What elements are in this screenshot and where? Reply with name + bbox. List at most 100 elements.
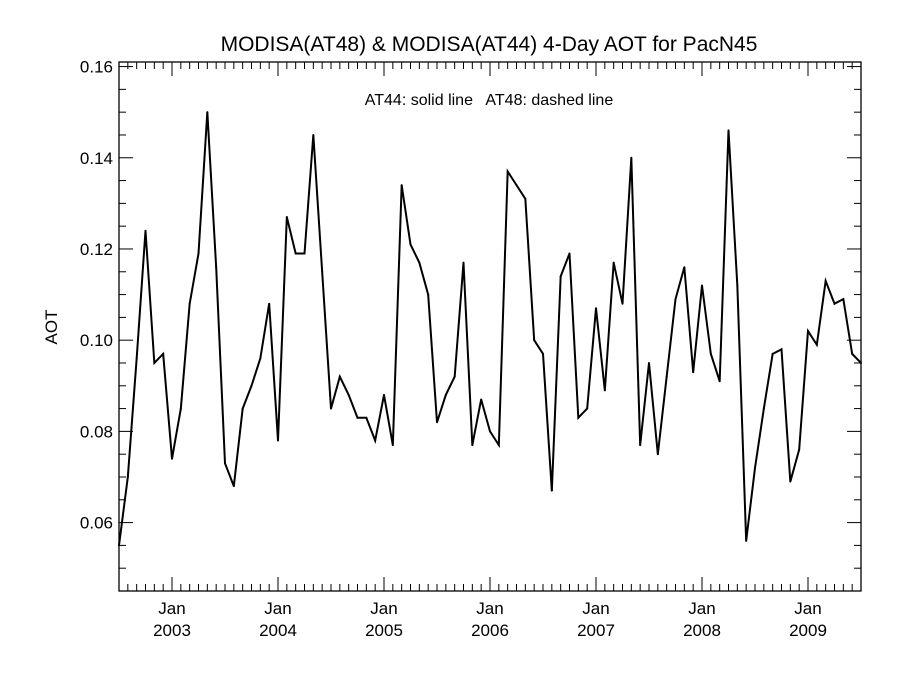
aot-data-point	[232, 485, 235, 488]
y-tick-label: 0.06	[80, 514, 113, 533]
aot-data-point	[277, 439, 279, 442]
aot-data-point	[559, 275, 562, 278]
y-tick-label: 0.14	[80, 149, 113, 168]
aot-data-point	[215, 266, 218, 269]
aot-data-point	[171, 457, 173, 460]
aot-data-point	[648, 361, 650, 364]
aot-data-point	[330, 407, 332, 410]
aot-data-point	[621, 302, 624, 305]
aot-data-point	[162, 352, 165, 355]
aot-data-point	[603, 389, 606, 392]
aot-data-point	[612, 261, 615, 264]
aot-data-point	[197, 252, 200, 255]
aot-data-point	[515, 184, 518, 187]
aot-data-point	[471, 444, 474, 447]
x-tick-month-label: Jan	[370, 599, 397, 618]
aot-data-point	[630, 156, 633, 159]
aot-data-point	[824, 279, 827, 282]
aot-data-point	[365, 416, 368, 419]
aot-data-point	[815, 343, 818, 346]
aot-data-point	[312, 133, 315, 136]
aot-data-point	[524, 197, 527, 200]
aot-data-point	[683, 266, 686, 269]
aot-data-point	[639, 444, 642, 447]
aot-data-point	[586, 407, 589, 410]
aot-data-point	[754, 466, 756, 469]
aot-data-point	[489, 430, 491, 433]
aot-data-point	[533, 339, 536, 342]
x-tick-year-label: 2008	[683, 621, 721, 640]
aot-data-point	[550, 489, 553, 492]
aot-data-point	[736, 284, 739, 287]
aot-data-point	[762, 407, 765, 410]
x-tick-year-label: 2003	[153, 621, 191, 640]
x-tick-month-label: Jan	[158, 599, 185, 618]
x-tick-year-label: 2004	[259, 621, 297, 640]
y-tick-label: 0.16	[80, 58, 113, 77]
aot-data-point	[285, 216, 288, 219]
aot-data-point	[268, 302, 271, 305]
aot-data-point	[665, 375, 668, 378]
aot-data-point	[153, 361, 156, 364]
series-group	[118, 111, 862, 547]
aot-data-point	[568, 252, 571, 255]
aot-data-point	[807, 330, 809, 333]
aot-data-point	[453, 375, 456, 378]
x-tick-month-label: Jan	[476, 599, 503, 618]
x-tick-year-label: 2007	[577, 621, 615, 640]
aot-data-point	[436, 421, 438, 424]
y-axis-label: AOT	[42, 310, 61, 345]
aot-data-point	[347, 393, 350, 396]
x-tick-year-label: 2005	[365, 621, 403, 640]
aot-data-point	[577, 416, 580, 419]
line-style-annotation: AT44: solid line AT48: dashed line	[365, 92, 614, 109]
aot-data-point	[851, 352, 854, 355]
aot-data-point	[860, 361, 862, 364]
aot-data-point	[771, 352, 774, 355]
aot-data-point	[656, 453, 659, 456]
x-tick-month-label: Jan	[688, 599, 715, 618]
aot-data-point	[206, 111, 209, 114]
aot-data-point	[188, 302, 191, 305]
aot-data-point	[842, 298, 845, 301]
aot-data-point	[718, 380, 721, 383]
x-tick-month-label: Jan	[794, 599, 821, 618]
aot-data-point	[833, 302, 836, 305]
aot-data-point	[727, 129, 730, 132]
x-tick-month-label: Jan	[264, 599, 291, 618]
axis-ticks: 0.06 0.08 0.10 0.12 0.14 0.16 Jan 2003 Jan 2004 Ja…	[80, 58, 862, 640]
aot-data-point	[400, 184, 403, 187]
aot-data-point	[321, 270, 324, 273]
aot-data-point	[674, 298, 677, 301]
aot-data-point	[303, 252, 306, 255]
y-tick-label: 0.10	[80, 331, 113, 350]
aot-data-point	[542, 352, 544, 355]
aot-data-point	[409, 243, 412, 246]
aot-data-point	[259, 357, 262, 360]
x-tick-year-label: 2009	[789, 621, 827, 640]
aot-data-point	[383, 393, 385, 396]
chart-title: MODISA(AT48) & MODISA(AT44) 4-Day AOT fo…	[221, 33, 758, 56]
aot-data-point	[701, 284, 703, 287]
aot-data-point	[745, 539, 748, 542]
y-tick-label: 0.12	[80, 240, 113, 259]
aot-data-point	[789, 480, 792, 483]
aot-data-point	[374, 439, 377, 442]
aot-data-point	[126, 475, 129, 478]
aot-data-point	[144, 229, 147, 232]
aot-data-point	[709, 352, 712, 355]
aot-data-point	[118, 544, 120, 547]
x-tick-year-label: 2006	[471, 621, 509, 640]
aot-data-point	[798, 448, 801, 451]
aot-series-line	[118, 112, 862, 546]
aot-data-point	[780, 348, 783, 351]
aot-data-point	[294, 252, 297, 255]
aot-data-point	[135, 357, 138, 360]
aot-data-point	[356, 416, 359, 419]
aot-data-point	[480, 398, 483, 401]
aot-data-point	[418, 261, 421, 264]
aot-data-point	[506, 170, 509, 173]
y-tick-label: 0.08	[80, 422, 113, 441]
aot-data-point	[497, 444, 500, 447]
